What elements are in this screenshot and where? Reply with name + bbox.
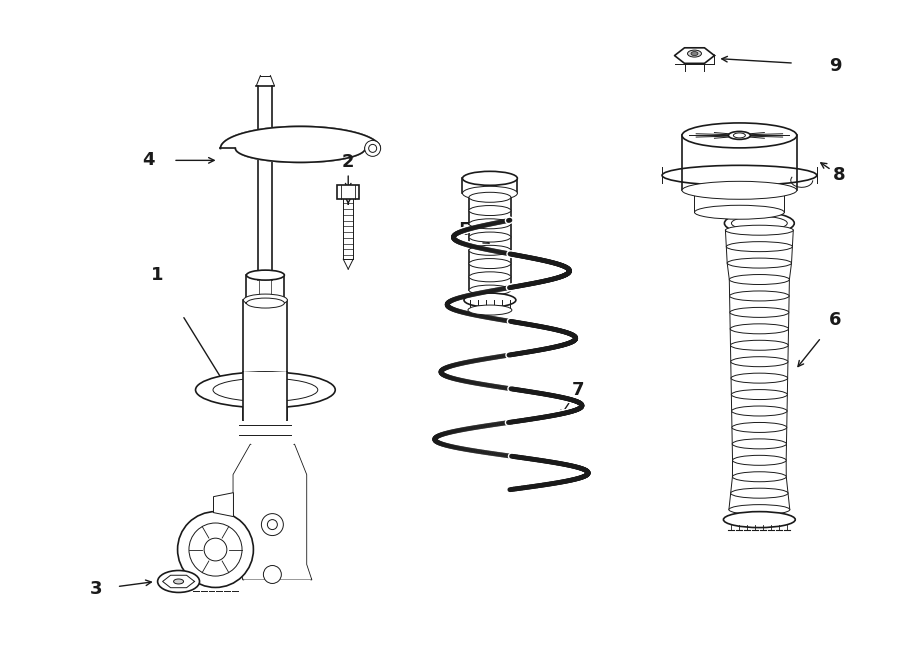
Text: 5: 5 (459, 221, 472, 239)
Ellipse shape (247, 298, 284, 308)
Ellipse shape (213, 378, 318, 402)
Ellipse shape (731, 373, 788, 383)
Text: 7: 7 (572, 381, 584, 399)
Text: 6: 6 (829, 311, 842, 329)
Ellipse shape (731, 357, 788, 367)
Ellipse shape (732, 389, 788, 400)
Polygon shape (233, 445, 311, 579)
Ellipse shape (174, 579, 184, 584)
Text: 4: 4 (142, 152, 155, 169)
Ellipse shape (733, 455, 787, 465)
Polygon shape (213, 493, 233, 516)
Ellipse shape (469, 285, 511, 295)
Ellipse shape (468, 305, 512, 315)
Ellipse shape (732, 216, 788, 230)
Ellipse shape (733, 439, 787, 449)
Text: 9: 9 (829, 56, 842, 75)
Ellipse shape (264, 565, 282, 583)
Ellipse shape (463, 171, 518, 185)
Ellipse shape (731, 340, 788, 350)
Ellipse shape (469, 246, 511, 256)
Ellipse shape (469, 232, 511, 242)
Ellipse shape (730, 307, 788, 317)
Ellipse shape (662, 166, 816, 185)
Bar (243, 372, 287, 420)
Ellipse shape (682, 181, 796, 199)
Ellipse shape (732, 422, 787, 432)
Ellipse shape (730, 324, 788, 334)
Polygon shape (220, 126, 380, 162)
Ellipse shape (734, 133, 745, 138)
Ellipse shape (695, 205, 784, 219)
Ellipse shape (691, 52, 698, 56)
Text: 1: 1 (151, 266, 164, 284)
Ellipse shape (177, 512, 254, 587)
Ellipse shape (267, 520, 277, 530)
Ellipse shape (158, 571, 200, 592)
Ellipse shape (688, 50, 701, 57)
Ellipse shape (729, 275, 789, 285)
Ellipse shape (369, 144, 377, 152)
Ellipse shape (469, 192, 511, 203)
Ellipse shape (731, 488, 788, 498)
Ellipse shape (728, 132, 751, 140)
Ellipse shape (725, 225, 793, 235)
Ellipse shape (469, 259, 511, 269)
Polygon shape (163, 575, 194, 588)
Ellipse shape (726, 242, 792, 252)
Ellipse shape (261, 514, 284, 536)
Text: 8: 8 (832, 166, 845, 184)
Ellipse shape (724, 213, 795, 234)
Ellipse shape (464, 293, 516, 307)
Ellipse shape (732, 406, 788, 416)
Ellipse shape (469, 205, 511, 216)
Ellipse shape (463, 186, 518, 201)
Ellipse shape (189, 523, 242, 576)
Text: 3: 3 (89, 581, 102, 598)
Ellipse shape (727, 258, 791, 268)
Ellipse shape (729, 504, 790, 514)
Ellipse shape (469, 272, 511, 282)
Ellipse shape (730, 291, 789, 301)
Text: 2: 2 (342, 154, 355, 171)
Ellipse shape (247, 270, 284, 280)
Ellipse shape (733, 472, 787, 482)
Ellipse shape (682, 123, 796, 148)
Ellipse shape (469, 219, 511, 229)
Ellipse shape (243, 294, 287, 306)
Ellipse shape (204, 538, 227, 561)
Polygon shape (674, 48, 715, 64)
Ellipse shape (195, 372, 335, 408)
Bar (338, 185, 359, 199)
Ellipse shape (724, 512, 796, 528)
Ellipse shape (364, 140, 381, 156)
